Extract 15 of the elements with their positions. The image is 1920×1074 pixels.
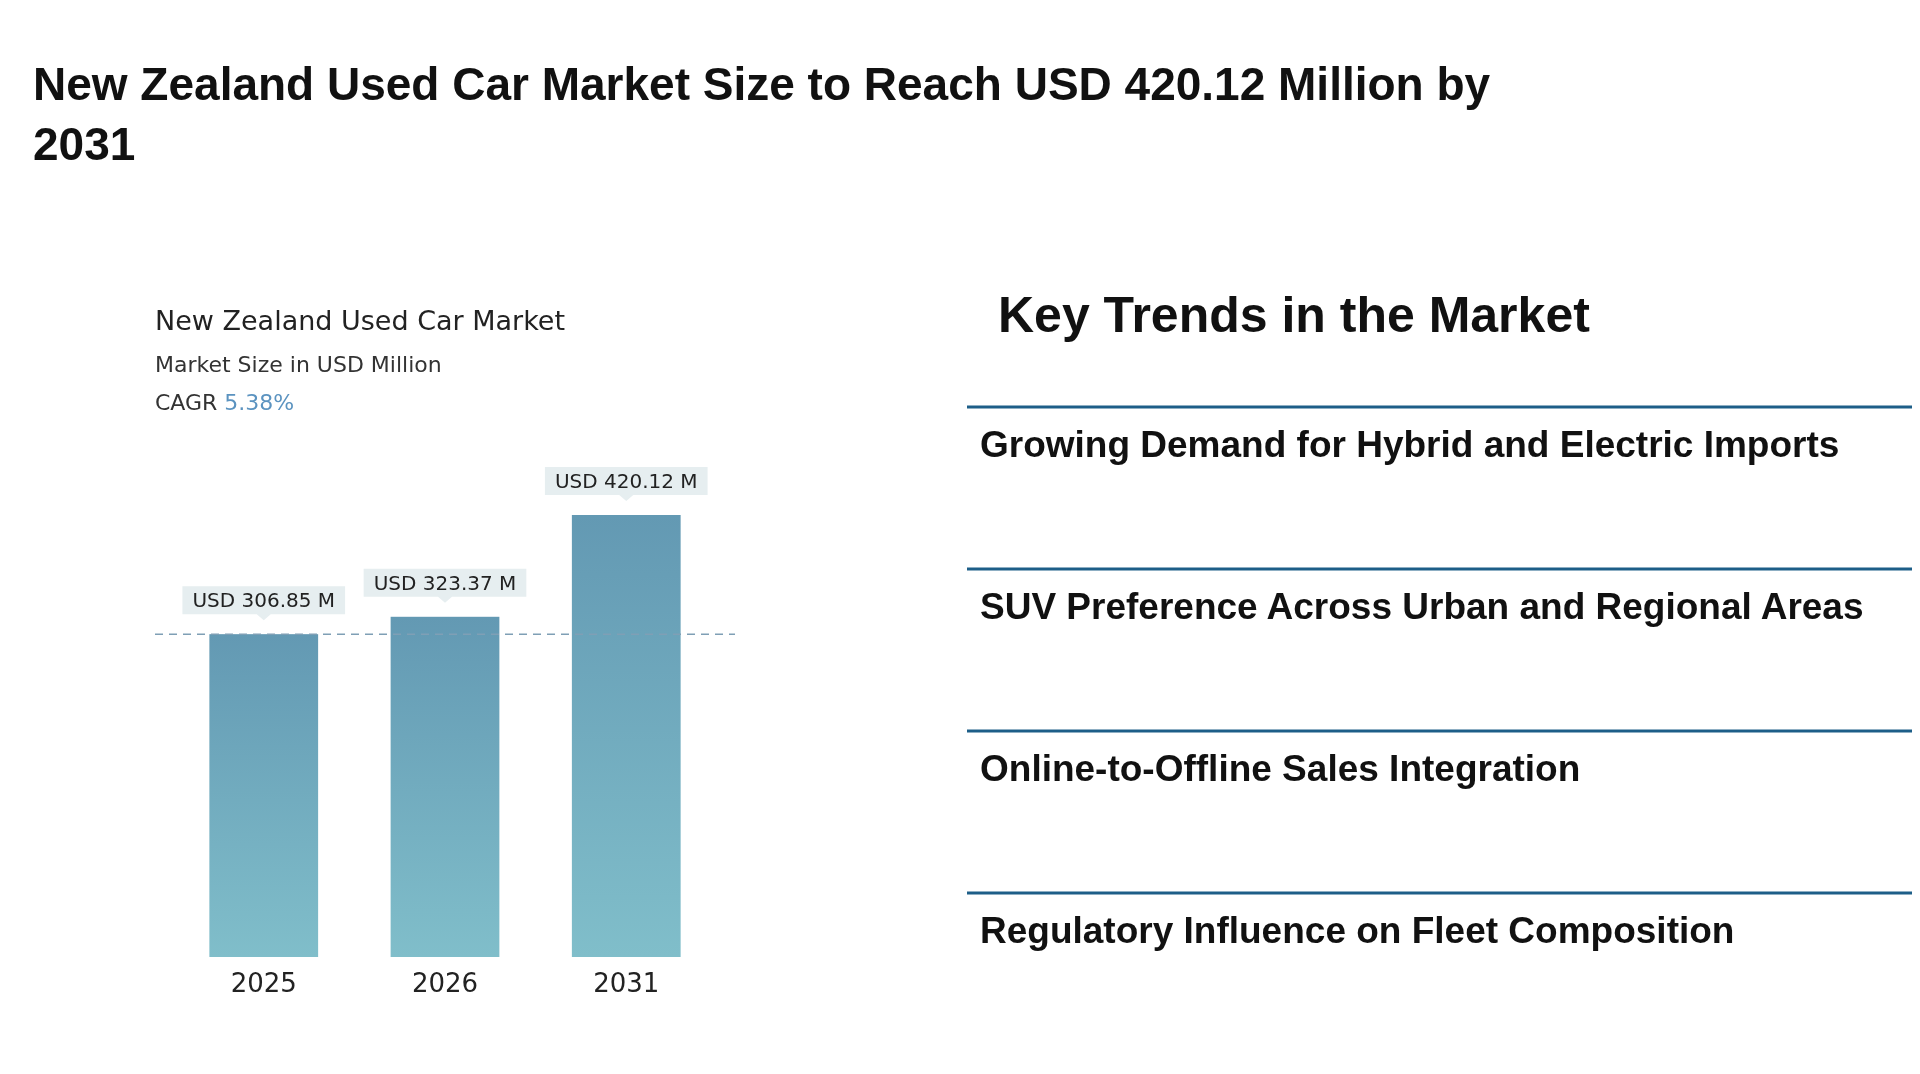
data-label: USD 323.37 M <box>373 570 517 595</box>
data-label: USD 306.85 M <box>192 588 336 613</box>
x-tick-label: 2026 <box>411 968 479 998</box>
text: Online-to-Offline Sales Integration <box>980 748 1581 789</box>
text: SUV Preference Across Urban and Regional Areas <box>980 586 1864 627</box>
x-tick-label: 2031 <box>593 968 660 998</box>
text: Key Trends in the Market <box>998 287 1591 343</box>
chart-subtitle: Market Size in USD Million <box>155 352 442 377</box>
text: New Zealand Used Car Market Size to Reach USD 420.12 Million by 2031 <box>33 58 1491 170</box>
x-tick-label: 2025 <box>230 968 297 998</box>
text: Growing Demand for Hybrid and Electric Imports <box>980 424 1840 465</box>
chart-title: New Zealand Used Car Market <box>155 305 566 336</box>
text: Regulatory Influence on Fleet Composition <box>980 910 1735 951</box>
text: CAGR 5.38% <box>155 390 295 415</box>
data-label: USD 420.12 M <box>554 469 698 493</box>
